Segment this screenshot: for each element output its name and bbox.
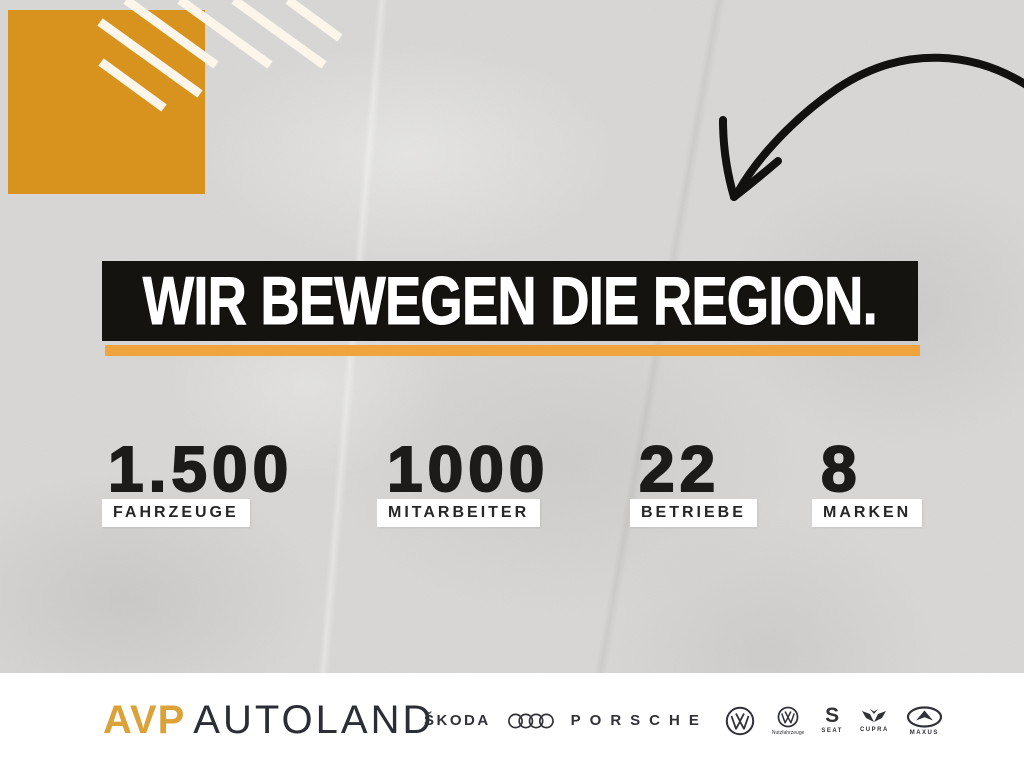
stat-value: 1000	[386, 433, 550, 505]
headline-banner: WIR BEWEGEN DIE REGION.	[102, 261, 918, 341]
avp-logo-prefix: AVP	[103, 698, 186, 742]
vw-commercial-caption: Nutzfahrzeuge	[771, 729, 805, 736]
stat-label: MITARBEITER	[377, 499, 541, 527]
cupra-logo: CUPRA	[860, 708, 889, 733]
stat-label: MARKEN	[812, 499, 923, 527]
seat-logo-icon: S	[825, 704, 840, 728]
vw-commercial-logo: Nutzfahrzeuge	[771, 706, 805, 736]
headline-accent-strip	[105, 345, 920, 356]
footer-bar: AVP AUTOLAND ŠKODA PORSCHE	[0, 673, 1024, 768]
maxus-logo: MAXUS	[906, 705, 943, 736]
porsche-wordmark: PORSCHE	[570, 712, 708, 729]
seat-caption: SEAT	[821, 727, 843, 734]
cupra-caption: CUPRA	[859, 727, 889, 733]
cupra-logo-icon	[862, 709, 887, 722]
brand-logo-row: ŠKODA PORSCHE	[424, 673, 943, 768]
stat-label: BETRIEBE	[630, 499, 757, 527]
stat-label: FAHRZEUGE	[102, 499, 250, 527]
audi-rings-icon	[507, 713, 554, 728]
stat-value: 22	[638, 433, 721, 505]
maxus-logo-icon	[906, 705, 942, 728]
headline-text: WIR BEWEGEN DIE REGION.	[142, 263, 879, 339]
maxus-caption: MAXUS	[909, 729, 939, 736]
orange-square-decoration	[8, 10, 205, 194]
avp-autoland-logo: AVP AUTOLAND	[103, 673, 434, 768]
stat-value: 8	[820, 433, 862, 505]
vw-commercial-logo-icon	[777, 706, 799, 727]
skoda-wordmark: ŠKODA	[424, 712, 491, 729]
stat-value: 1.500	[107, 433, 294, 505]
vw-logo-icon	[725, 706, 755, 735]
seat-logo: S SEAT	[821, 704, 843, 734]
avp-logo-suffix: AUTOLAND	[193, 698, 435, 742]
